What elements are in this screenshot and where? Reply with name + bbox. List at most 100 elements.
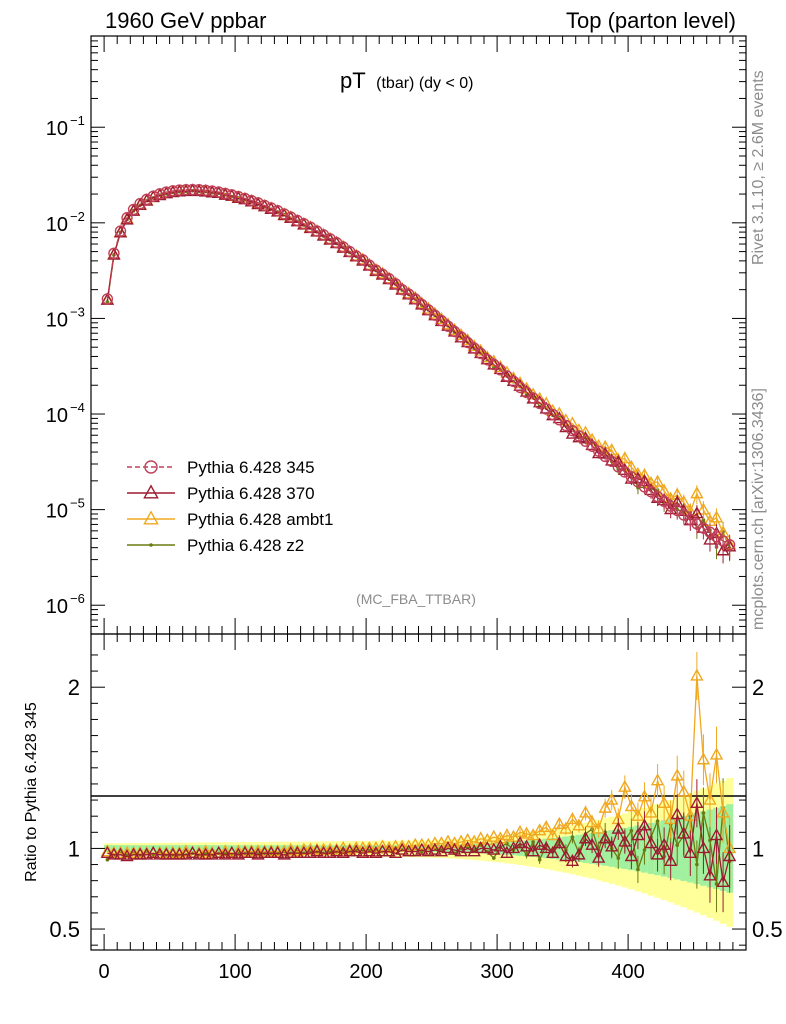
- ratio-point: [585, 815, 599, 828]
- ratio-point: [375, 844, 390, 857]
- ratio-point: [198, 844, 213, 857]
- ratio-point: [714, 882, 719, 886]
- ratio-point: [153, 847, 167, 860]
- main-point: [506, 373, 521, 386]
- ratio-point: [492, 856, 496, 860]
- ratio-point: [552, 816, 567, 829]
- main-point: [121, 212, 133, 224]
- main-point: [147, 190, 159, 202]
- ratio-point: [474, 840, 488, 854]
- ratio-point: [192, 847, 206, 860]
- main-point: [101, 293, 114, 305]
- ratio-point: [382, 844, 396, 857]
- main-point: [690, 486, 704, 499]
- main-point: [480, 352, 494, 365]
- main-point: [409, 293, 421, 305]
- x-tick-label: 200: [349, 961, 382, 983]
- ratio-point: [107, 845, 121, 858]
- ratio-point: [284, 842, 298, 855]
- ratio-stat-band-bin: [451, 844, 459, 853]
- ratio-point: [559, 821, 573, 834]
- ratio-point: [696, 840, 711, 854]
- ratio-point: [722, 849, 737, 862]
- ratio-point: [605, 839, 619, 852]
- main-point: [108, 247, 120, 259]
- ratio-point: [546, 845, 560, 858]
- y-tick-label: 10: [46, 118, 68, 140]
- legend-label-2: Pythia 6.428 ambt1: [187, 510, 333, 529]
- ratio-stat-band-bin: [379, 845, 387, 852]
- ratio-point: [238, 845, 252, 858]
- ratio-point: [611, 821, 625, 834]
- ratio-point: [460, 840, 475, 854]
- ratio-point: [629, 828, 634, 833]
- ratio-point: [519, 826, 534, 839]
- ratio-point: [572, 847, 586, 860]
- ratio-point: [159, 847, 174, 860]
- ratio-y-tick-label-right: 2: [752, 675, 764, 700]
- ratio-point: [677, 784, 691, 797]
- ratio-point: [526, 844, 540, 857]
- y-tick-label: 10: [46, 596, 68, 618]
- y-tick-exponent: −6: [70, 591, 85, 606]
- ratio-point: [537, 857, 542, 862]
- ratio-point: [323, 842, 337, 855]
- ratio-point: [100, 844, 115, 857]
- ratio-point: [631, 808, 645, 821]
- ratio-point: [362, 844, 377, 857]
- y-tick-exponent: −1: [70, 113, 85, 128]
- ratio-stat-band-bin: [313, 845, 321, 852]
- ratio-point: [244, 844, 259, 857]
- ratio-point: [218, 844, 232, 857]
- ratio-point: [631, 828, 645, 841]
- legend-marker-3: [149, 543, 153, 547]
- ratio-point: [675, 843, 680, 848]
- ratio-point: [100, 845, 115, 858]
- main-point: [606, 455, 618, 468]
- ratio-point: [701, 811, 706, 815]
- x-tick-label: 0: [99, 961, 110, 983]
- main-point: [716, 543, 730, 556]
- ratio-point: [270, 845, 285, 858]
- ratio-point: [113, 847, 128, 860]
- main-point: [193, 184, 205, 196]
- ratio-point: [120, 845, 134, 858]
- legend-label-0: Pythia 6.428 345: [187, 458, 315, 477]
- y-tick-exponent: −2: [70, 209, 85, 224]
- ratio-point: [212, 845, 226, 858]
- ratio-point: [703, 868, 717, 881]
- main-point: [140, 193, 153, 206]
- ratio-point: [565, 811, 580, 825]
- ratio-point: [401, 844, 416, 857]
- ratio-series-group: [100, 651, 737, 913]
- main-point: [252, 197, 264, 209]
- main-point: [311, 225, 323, 237]
- ratio-point: [297, 842, 311, 855]
- main-point: [173, 184, 186, 196]
- main-point: [441, 318, 455, 331]
- ratio-point: [244, 845, 259, 858]
- main-point: [219, 187, 231, 200]
- ratio-point: [146, 845, 160, 858]
- ratio-point: [441, 834, 455, 847]
- ratio-point: [395, 842, 409, 855]
- ratio-point: [264, 845, 278, 858]
- x-tick-label: 300: [480, 961, 513, 983]
- ratio-point: [709, 828, 724, 841]
- ratio-point: [487, 829, 501, 842]
- y-tick-label: 10: [46, 309, 68, 331]
- y-tick-label: 10: [46, 405, 68, 427]
- y-tick-label: 10: [46, 214, 68, 236]
- ratio-point: [578, 805, 593, 818]
- ratio-point: [238, 844, 252, 857]
- ratio-point: [367, 848, 372, 852]
- main-point: [127, 203, 140, 216]
- ratio-y-tick-label-right: 0.5: [752, 917, 783, 942]
- ratio-point: [166, 847, 180, 860]
- main-point: [696, 502, 711, 515]
- ratio-y-axis-label: Ratio to Pythia 6.428 345: [23, 702, 40, 882]
- y-tick-exponent: −5: [70, 496, 85, 511]
- main-point: [475, 347, 487, 360]
- ratio-point: [598, 831, 612, 844]
- main-point: [167, 185, 179, 197]
